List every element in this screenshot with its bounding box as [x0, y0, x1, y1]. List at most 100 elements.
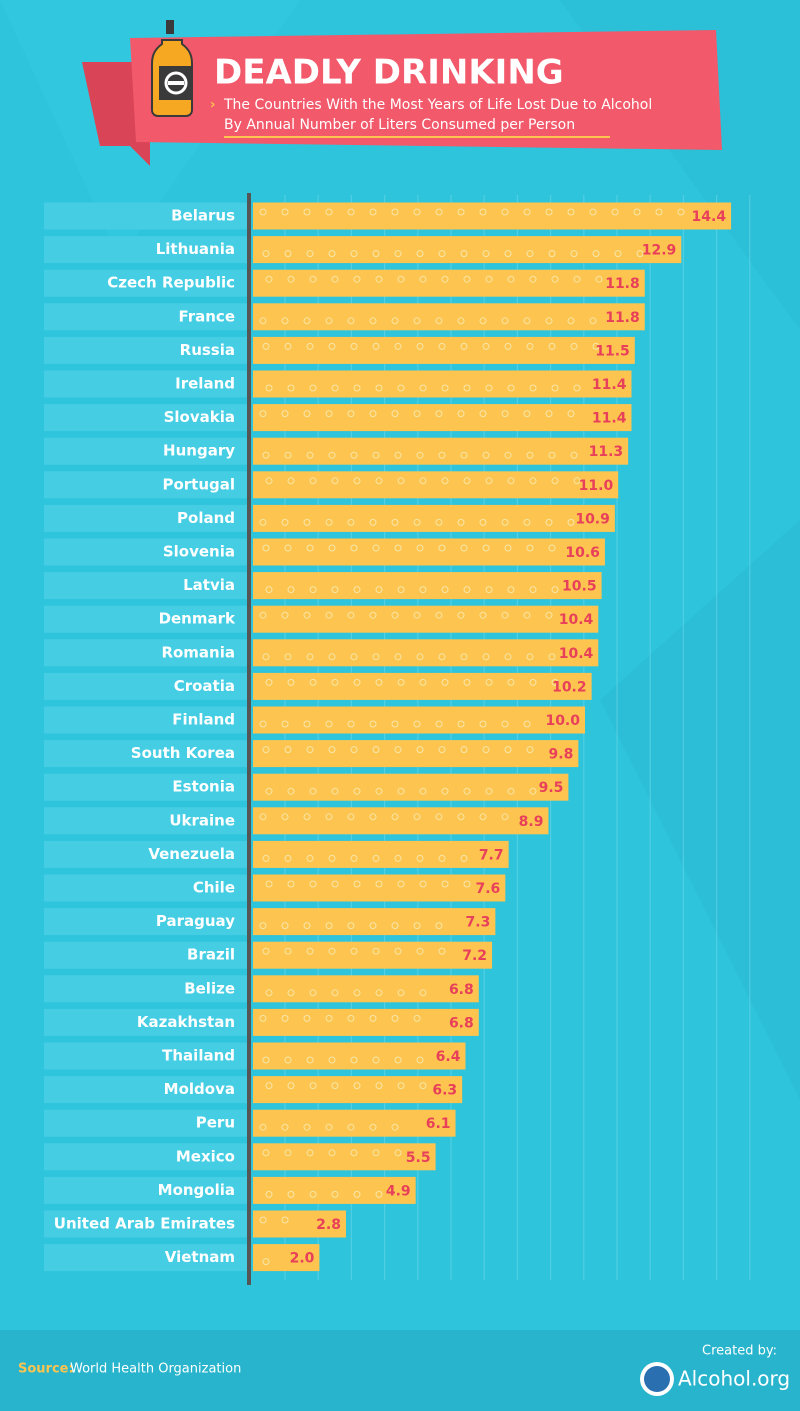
bubble	[485, 384, 493, 392]
bubble	[592, 250, 600, 258]
bubble	[529, 384, 537, 392]
bubble	[375, 787, 383, 795]
bar	[253, 538, 605, 566]
bubble	[325, 813, 333, 821]
bubble	[567, 317, 575, 325]
bubble	[485, 787, 493, 795]
bubble	[325, 720, 333, 728]
bubble	[347, 720, 355, 728]
value-label: 10.4	[559, 646, 594, 662]
bubble	[375, 989, 383, 997]
bubble	[259, 1123, 267, 1131]
bubble	[438, 746, 446, 754]
category-label: Peru	[196, 1114, 235, 1132]
bubble	[413, 813, 421, 821]
bubble	[375, 1082, 383, 1090]
bubble	[350, 1056, 358, 1064]
bubble	[259, 922, 267, 930]
bubble	[284, 1056, 292, 1064]
value-label: 11.0	[579, 478, 614, 494]
bubble	[463, 384, 471, 392]
bubble	[331, 678, 339, 686]
bubble	[306, 653, 314, 661]
value-label: 11.3	[589, 444, 624, 460]
bubble	[416, 854, 424, 862]
bubble	[526, 746, 534, 754]
bubble	[633, 208, 641, 216]
value-label: 11.8	[605, 310, 640, 326]
value-label: 10.6	[565, 545, 600, 561]
bubble	[529, 678, 537, 686]
bubble	[441, 880, 449, 888]
bubble	[331, 1190, 339, 1198]
category-label: Finland	[172, 711, 235, 729]
value-label: 10.4	[559, 612, 594, 628]
bubble	[441, 477, 449, 485]
bubble	[306, 250, 314, 258]
bubble	[306, 544, 314, 552]
bubble	[287, 477, 295, 485]
bubble	[479, 611, 487, 619]
bubble	[325, 1014, 333, 1022]
bubble	[507, 275, 515, 283]
bar	[253, 740, 579, 768]
value-label: 5.5	[406, 1150, 431, 1166]
bubble	[636, 250, 644, 258]
value-label: 12.9	[642, 243, 677, 259]
bubble	[457, 410, 465, 418]
category-band	[44, 807, 248, 835]
bubble	[372, 451, 380, 459]
bubble	[435, 317, 443, 325]
value-label: 11.4	[592, 377, 627, 393]
bubble	[551, 586, 559, 594]
bubble	[413, 317, 421, 325]
bubble	[281, 813, 289, 821]
svg-text:›: ›	[210, 98, 215, 113]
value-label: 14.4	[692, 209, 727, 225]
category-label: Thailand	[162, 1047, 235, 1065]
bubble	[265, 384, 273, 392]
bubble	[259, 1216, 267, 1224]
source: World Health Organization	[70, 1362, 241, 1377]
bubble	[523, 208, 531, 216]
value-label: 8.9	[519, 814, 544, 830]
bubble	[438, 250, 446, 258]
bar	[253, 1008, 479, 1036]
bubble	[375, 384, 383, 392]
bubble	[328, 342, 336, 350]
bubble	[501, 410, 509, 418]
bar	[253, 639, 599, 667]
bubble	[350, 854, 358, 862]
bubble	[479, 410, 487, 418]
bubble	[391, 410, 399, 418]
bubble	[567, 208, 575, 216]
bubble	[463, 678, 471, 686]
bubble	[372, 342, 380, 350]
bubble	[281, 720, 289, 728]
bubble	[347, 611, 355, 619]
bubble	[482, 451, 490, 459]
bubble	[350, 1149, 358, 1157]
bubble	[262, 1056, 270, 1064]
category-label: Czech Republic	[107, 274, 235, 292]
bubble	[435, 410, 443, 418]
bubble	[482, 250, 490, 258]
bubble	[325, 208, 333, 216]
value-label: 9.5	[539, 780, 564, 796]
bar	[253, 1109, 456, 1137]
bubble	[441, 787, 449, 795]
value-label: 7.6	[476, 881, 501, 897]
bubble	[325, 317, 333, 325]
category-label: Estonia	[172, 778, 235, 796]
value-label: 6.8	[449, 1015, 474, 1031]
bubble	[504, 451, 512, 459]
category-label: Portugal	[162, 475, 235, 493]
bubble	[259, 317, 267, 325]
bubble	[259, 611, 267, 619]
bubble	[331, 989, 339, 997]
bubble	[287, 678, 295, 686]
bubble	[397, 384, 405, 392]
value-label: 6.8	[449, 982, 474, 998]
bubble	[391, 518, 399, 526]
bubble	[287, 384, 295, 392]
